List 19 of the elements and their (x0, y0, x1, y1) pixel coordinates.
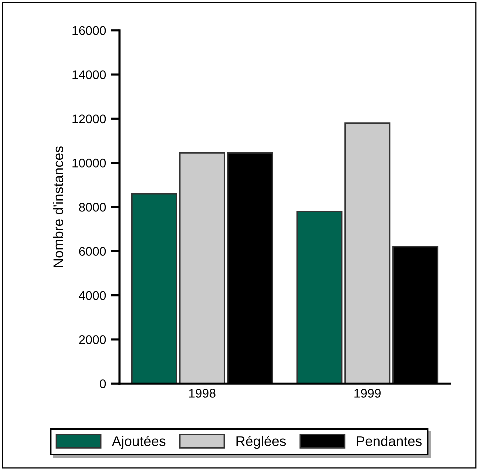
y-tick-label: 2000 (79, 336, 106, 344)
legend-label: Pendantes (357, 436, 422, 446)
legend-label: Réglées (236, 436, 286, 450)
y-tick-label: 12000 (72, 114, 106, 124)
legend-label: Ajoutées (112, 436, 166, 450)
x-tick-label: 1998 (189, 389, 216, 398)
y-tick-label: 0 (100, 380, 106, 389)
y-tick-label: 10000 (72, 158, 106, 168)
y-tick-label: 16000 (72, 26, 106, 36)
y-tick-label: 6000 (79, 247, 106, 256)
bar (344, 122, 391, 384)
bar (131, 193, 178, 384)
y-axis-title: Nombre d'instances (53, 146, 64, 268)
y-tick-label: 14000 (72, 70, 106, 80)
x-tick-label: 1999 (354, 389, 381, 398)
bar (296, 210, 343, 384)
bar (179, 152, 226, 384)
y-tick-label: 4000 (79, 291, 106, 300)
y-tick-label: 8000 (79, 203, 106, 212)
